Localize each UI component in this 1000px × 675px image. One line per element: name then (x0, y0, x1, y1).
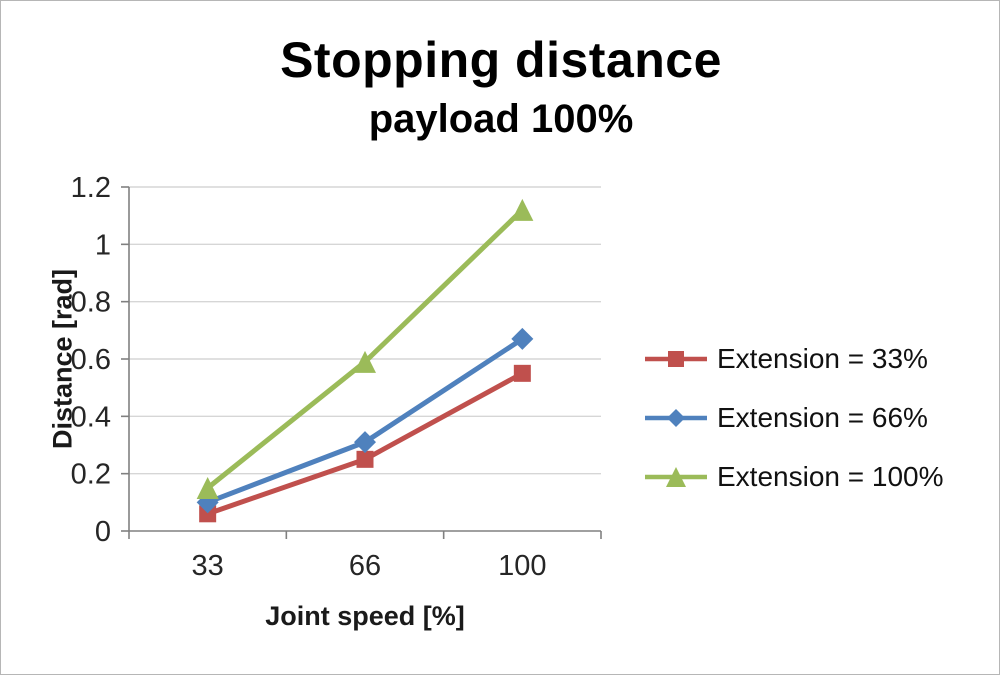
legend-label: Extension = 100% (717, 461, 944, 492)
legend-label: Extension = 33% (717, 343, 928, 374)
tick-labels: 0 0.2 0.4 0.6 0.8 1 1.2 33 66 100 (71, 172, 547, 582)
y-tick-label: 1 (95, 229, 111, 261)
series-3 (196, 198, 534, 499)
x-tick-label: 33 (192, 550, 224, 582)
legend-item: Extension = 33% (643, 343, 944, 375)
legend: Extension = 33% Extension = 66% Extension … (643, 343, 944, 493)
series-1 (199, 364, 531, 523)
chart-title: Stopping distance (280, 32, 722, 88)
legend-label: Extension = 66% (717, 402, 928, 433)
legend-item: Extension = 100% (643, 461, 944, 493)
x-tick-label: 66 (349, 550, 381, 582)
legend-triangle-marker-icon (645, 467, 707, 487)
legend-square-marker-icon (645, 351, 707, 367)
y-tick-label: 0 (95, 516, 111, 548)
y-axis-title: Distance [rad] (47, 268, 78, 450)
x-axis-title: Joint speed [%] (265, 601, 465, 631)
y-tick-label: 0.2 (71, 459, 111, 491)
x-tick-label: 100 (498, 550, 546, 582)
axes (121, 186, 602, 539)
legend-item: Extension = 66% (643, 402, 944, 434)
y-tick-label: 0.6 (71, 344, 111, 376)
series-2 (196, 327, 534, 514)
chart-subtitle: payload 100% (368, 97, 634, 141)
y-tick-label: 1.2 (71, 172, 111, 204)
gridlines (129, 186, 601, 475)
y-tick-label: 0.4 (71, 401, 111, 433)
y-tick-label: 0.8 (71, 287, 111, 319)
legend-diamond-marker-icon (645, 409, 707, 427)
